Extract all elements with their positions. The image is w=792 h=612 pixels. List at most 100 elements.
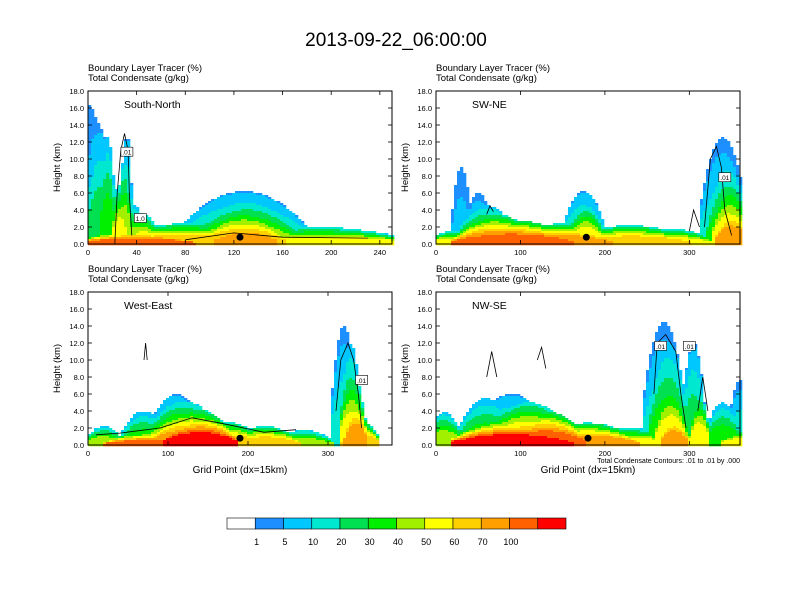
field-cell — [544, 229, 548, 232]
field-cell — [142, 233, 146, 236]
field-cell — [169, 438, 173, 441]
field-cell — [457, 221, 461, 224]
field-cell — [196, 408, 200, 411]
field-cell — [730, 237, 734, 240]
field-cell — [172, 408, 176, 411]
field-cell — [115, 189, 119, 192]
field-cell — [112, 199, 116, 202]
field-cell — [91, 442, 95, 445]
field-cell — [469, 227, 473, 230]
field-cell — [202, 229, 206, 232]
field-cell — [508, 235, 512, 238]
field-cell — [709, 201, 713, 204]
field-cell — [493, 231, 497, 234]
field-cell — [505, 223, 509, 226]
field-cell — [385, 239, 389, 242]
condensate-contour — [114, 133, 133, 245]
field-cell — [262, 217, 266, 220]
field-cell — [163, 235, 167, 238]
field-cell — [259, 231, 263, 234]
field-cell — [205, 438, 209, 441]
field-cell — [484, 217, 488, 220]
field-cell — [478, 197, 482, 200]
field-cell — [175, 422, 179, 425]
field-cell — [172, 402, 176, 405]
field-cell — [445, 239, 449, 242]
field-cell — [94, 221, 98, 224]
field-cell — [481, 227, 485, 230]
field-cell — [571, 211, 575, 214]
field-cell — [286, 231, 290, 234]
field-cell — [736, 177, 740, 180]
field-cell — [187, 223, 191, 226]
field-cell — [100, 215, 104, 218]
field-cell — [715, 239, 719, 242]
field-cell — [460, 209, 464, 212]
field-cell — [97, 173, 101, 176]
field-cell — [571, 209, 575, 212]
field-cell — [559, 227, 563, 230]
field-cell — [94, 155, 98, 158]
field-cell — [565, 233, 569, 236]
field-cell — [718, 237, 722, 240]
field-cell — [310, 231, 314, 234]
field-cell — [724, 205, 728, 208]
field-cell — [568, 239, 572, 242]
field-cell — [244, 227, 248, 230]
field-cell — [316, 227, 320, 230]
field-cell — [490, 225, 494, 228]
field-cell — [292, 217, 296, 220]
field-cell — [199, 239, 203, 242]
field-cell — [706, 177, 710, 180]
field-cell — [373, 235, 377, 238]
field-cell — [577, 197, 581, 200]
field-cell — [241, 199, 245, 202]
field-cell — [706, 179, 710, 182]
field-cell — [163, 416, 167, 419]
field-cell — [328, 241, 332, 244]
field-cell — [214, 428, 218, 431]
field-cell — [190, 436, 194, 439]
field-cell — [274, 428, 278, 431]
field-cell — [640, 233, 644, 236]
field-cell — [118, 438, 122, 441]
field-cell — [133, 422, 137, 425]
field-cell — [154, 426, 158, 429]
field-cell — [280, 432, 284, 435]
field-cell — [481, 237, 485, 240]
field-cell — [736, 191, 740, 194]
field-cell — [250, 442, 254, 445]
field-cell — [112, 197, 116, 200]
field-cell — [103, 211, 107, 214]
field-cell — [484, 213, 488, 216]
field-cell — [718, 185, 722, 188]
field-cell — [97, 187, 101, 190]
field-cell — [736, 205, 740, 208]
field-cell — [94, 187, 98, 190]
field-cell — [172, 434, 176, 437]
field-cell — [727, 221, 731, 224]
field-cell — [196, 420, 200, 423]
field-cell — [700, 231, 704, 234]
field-cell — [148, 438, 152, 441]
field-cell — [187, 241, 191, 244]
field-cell — [250, 235, 254, 238]
field-cell — [91, 197, 95, 200]
field-cell — [724, 191, 728, 194]
field-cell — [88, 229, 92, 232]
field-cell — [133, 432, 137, 435]
field-cell — [271, 213, 275, 216]
field-cell — [673, 235, 677, 238]
field-cell — [712, 205, 716, 208]
field-cell — [463, 241, 467, 244]
field-cell — [280, 223, 284, 226]
field-cell — [133, 225, 137, 228]
field-cell — [598, 217, 602, 220]
field-cell — [637, 241, 641, 244]
field-cell — [136, 223, 140, 226]
field-cell — [481, 231, 485, 234]
field-cell — [103, 207, 107, 210]
field-cell — [439, 241, 443, 244]
field-cell — [127, 145, 131, 148]
field-cell — [535, 231, 539, 234]
